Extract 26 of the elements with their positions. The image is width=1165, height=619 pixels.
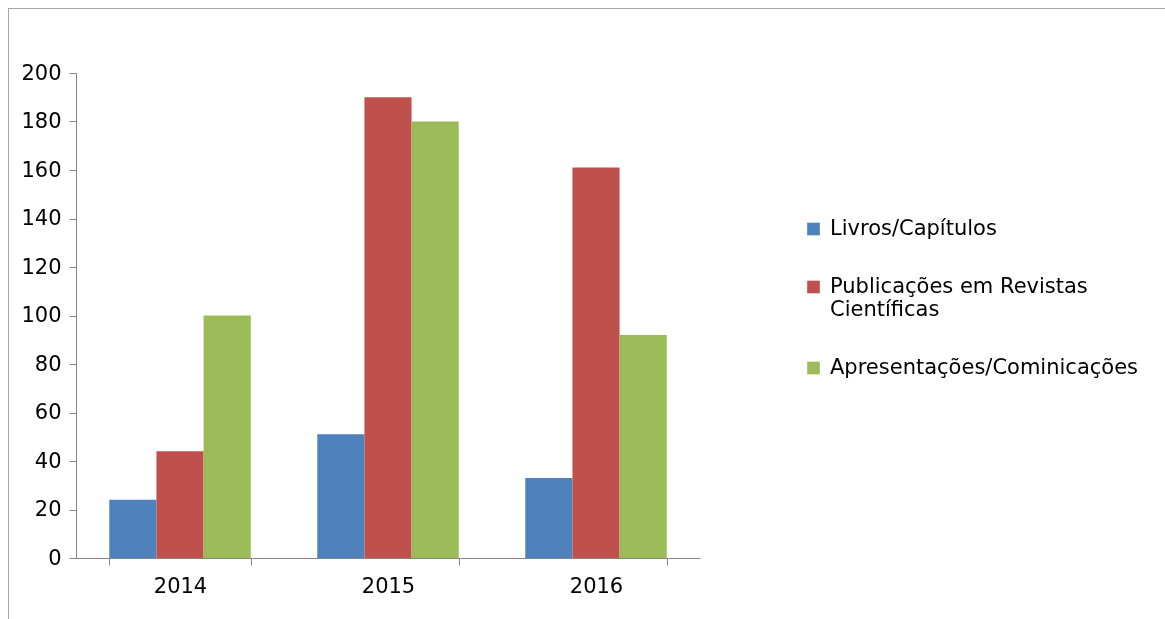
y-tick-label: 100 (21, 303, 62, 327)
y-tick-label: 140 (21, 206, 62, 230)
x-tick-label: 2014 (153, 573, 208, 598)
x-tick-label: 2015 (361, 573, 416, 598)
bar (525, 477, 573, 558)
y-tick-label: 200 (21, 60, 62, 85)
y-tick-label: 80 (34, 351, 62, 376)
x-tick-label: 2016 (569, 573, 624, 598)
y-tick-label: 160 (21, 157, 62, 182)
y-tick-label: 20 (34, 497, 62, 521)
legend-label: Apresentações/Cominicações (830, 355, 1139, 379)
legend-label: Livros/Capítulos (830, 216, 997, 240)
bar (156, 451, 204, 558)
bar (619, 334, 667, 558)
y-tick-label: 40 (34, 448, 62, 473)
bar (572, 167, 620, 558)
bar (317, 434, 365, 558)
bar (364, 97, 412, 558)
bar (203, 315, 251, 558)
y-tick-label: 120 (21, 254, 62, 279)
legend-label: Publicações em Revistas Científicas (830, 274, 1088, 321)
bar (411, 121, 459, 558)
bar (109, 499, 157, 558)
y-tick-label: 180 (21, 109, 62, 133)
y-tick-label: 60 (34, 400, 62, 424)
y-tick-label: 0 (48, 545, 62, 570)
